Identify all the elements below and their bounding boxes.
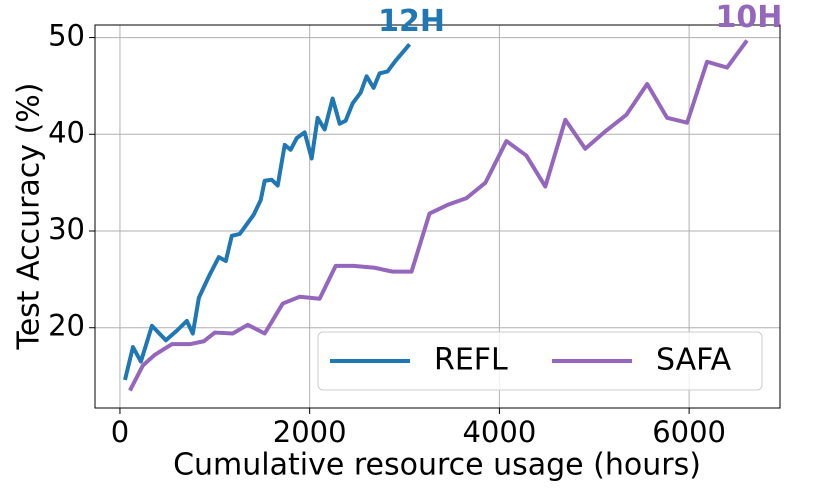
- y-tick-label: 40: [48, 115, 85, 149]
- series-line: [128, 39, 749, 392]
- legend-label: REFL: [434, 343, 508, 378]
- annotation: 12H: [378, 4, 445, 39]
- y-axis-label: Test Accuracy (%): [12, 82, 47, 350]
- y-tick-label: 30: [48, 212, 85, 246]
- x-tick-label: 0: [111, 415, 129, 449]
- x-tick-label: 2000: [273, 415, 347, 449]
- plot-frame: [94, 24, 781, 409]
- annotation: 10H: [716, 0, 783, 35]
- series-line: [123, 43, 412, 381]
- legend-box: [317, 331, 763, 391]
- legend-label: SAFA: [656, 343, 732, 378]
- x-axis-label: Cumulative resource usage (hours): [173, 448, 701, 483]
- x-tick-label: 6000: [652, 415, 726, 449]
- y-tick-label: 20: [48, 309, 85, 343]
- x-tick-label: 4000: [462, 415, 536, 449]
- y-tick-label: 50: [48, 19, 85, 53]
